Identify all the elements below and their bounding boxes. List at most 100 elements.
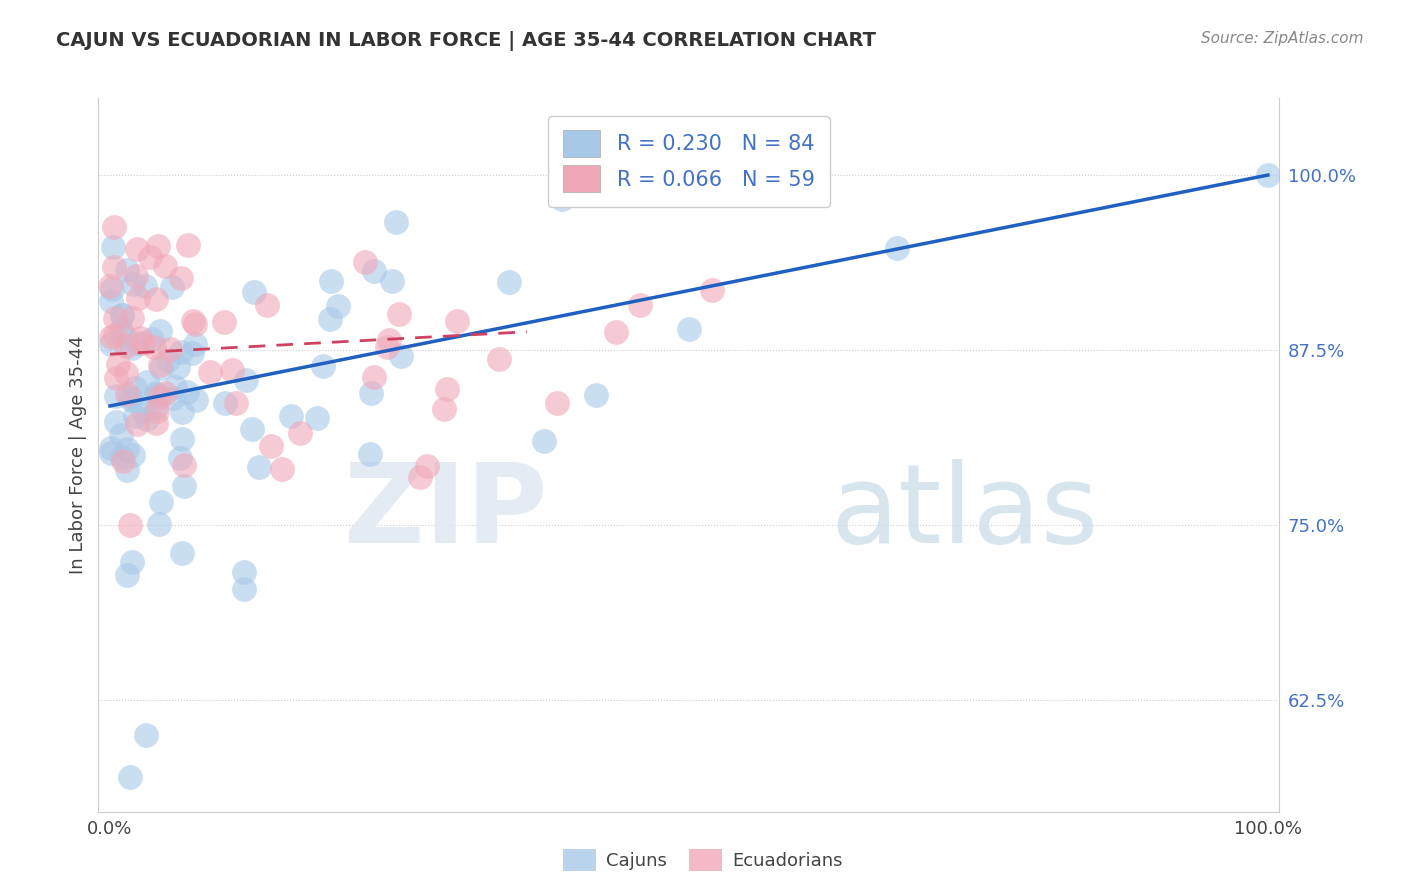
- Point: [678, 322, 700, 336]
- Point: [104, 310, 127, 325]
- Point: [157, 353, 180, 368]
- Point: [221, 362, 243, 376]
- Point: [628, 298, 651, 312]
- Point: [121, 555, 143, 569]
- Point: [111, 308, 134, 322]
- Point: [388, 307, 411, 321]
- Point: [498, 275, 520, 289]
- Point: [319, 312, 342, 326]
- Point: [735, 178, 758, 193]
- Point: [1257, 168, 1279, 182]
- Point: [146, 403, 169, 417]
- Point: [886, 241, 908, 255]
- Point: [181, 313, 204, 327]
- Text: atlas: atlas: [831, 458, 1099, 566]
- Point: [260, 439, 283, 453]
- Point: [214, 396, 236, 410]
- Point: [153, 386, 176, 401]
- Point: [105, 371, 128, 385]
- Point: [121, 392, 143, 407]
- Point: [700, 284, 723, 298]
- Point: [146, 387, 169, 401]
- Point: [103, 260, 125, 274]
- Point: [436, 382, 458, 396]
- Point: [354, 255, 377, 269]
- Point: [280, 409, 302, 423]
- Point: [385, 215, 408, 229]
- Point: [214, 315, 236, 329]
- Text: ZIP: ZIP: [344, 458, 547, 566]
- Point: [233, 566, 256, 580]
- Point: [100, 446, 122, 460]
- Point: [112, 329, 135, 343]
- Point: [138, 250, 160, 264]
- Point: [155, 260, 177, 274]
- Point: [312, 359, 335, 374]
- Point: [360, 385, 382, 400]
- Point: [121, 311, 143, 326]
- Point: [290, 426, 312, 441]
- Point: [103, 219, 125, 234]
- Point: [115, 386, 138, 401]
- Point: [145, 400, 167, 414]
- Point: [149, 324, 172, 338]
- Point: [125, 269, 148, 284]
- Text: CAJUN VS ECUADORIAN IN LABOR FORCE | AGE 35-44 CORRELATION CHART: CAJUN VS ECUADORIAN IN LABOR FORCE | AGE…: [56, 31, 876, 51]
- Point: [416, 459, 439, 474]
- Point: [107, 357, 129, 371]
- Point: [446, 314, 468, 328]
- Point: [132, 335, 155, 350]
- Point: [105, 389, 128, 403]
- Point: [359, 447, 381, 461]
- Point: [148, 390, 170, 404]
- Point: [546, 395, 568, 409]
- Point: [145, 416, 167, 430]
- Point: [100, 336, 122, 351]
- Point: [169, 450, 191, 465]
- Point: [121, 277, 143, 292]
- Point: [389, 349, 412, 363]
- Point: [136, 376, 159, 390]
- Point: [177, 237, 200, 252]
- Point: [121, 341, 143, 355]
- Point: [172, 433, 194, 447]
- Point: [240, 422, 263, 436]
- Point: [793, 168, 815, 182]
- Point: [101, 283, 124, 297]
- Point: [173, 479, 195, 493]
- Point: [170, 270, 193, 285]
- Point: [110, 428, 132, 442]
- Point: [135, 728, 157, 742]
- Point: [115, 262, 138, 277]
- Point: [104, 327, 127, 342]
- Point: [183, 336, 205, 351]
- Point: [127, 417, 149, 431]
- Legend: Cajuns, Ecuadorians: Cajuns, Ecuadorians: [555, 842, 851, 879]
- Point: [112, 454, 135, 468]
- Point: [162, 391, 184, 405]
- Point: [100, 442, 122, 456]
- Point: [173, 458, 195, 472]
- Point: [172, 405, 194, 419]
- Point: [115, 442, 138, 457]
- Point: [163, 380, 186, 394]
- Point: [176, 385, 198, 400]
- Point: [551, 192, 574, 206]
- Point: [148, 238, 170, 252]
- Point: [111, 450, 134, 464]
- Point: [128, 331, 150, 345]
- Point: [247, 459, 270, 474]
- Point: [488, 351, 510, 366]
- Point: [149, 359, 172, 373]
- Point: [170, 344, 193, 359]
- Point: [118, 517, 141, 532]
- Point: [186, 393, 208, 408]
- Point: [256, 298, 278, 312]
- Point: [141, 333, 163, 347]
- Point: [271, 462, 294, 476]
- Point: [100, 329, 122, 343]
- Point: [381, 273, 404, 287]
- Point: [375, 340, 398, 354]
- Point: [124, 381, 146, 395]
- Point: [321, 274, 343, 288]
